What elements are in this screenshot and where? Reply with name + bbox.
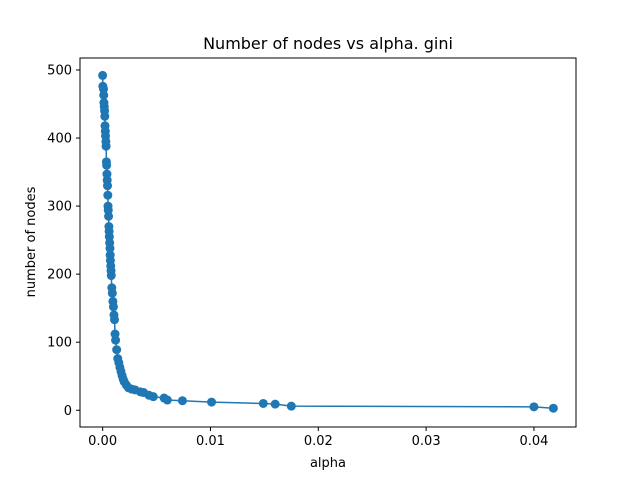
data-point — [111, 335, 121, 345]
x-tick-label: 0.04 — [519, 434, 548, 449]
data-point — [548, 403, 558, 413]
chart-title: Number of nodes vs alpha. gini — [203, 34, 453, 53]
y-tick-label: 0 — [64, 404, 72, 419]
plot-area — [98, 70, 558, 413]
data-point — [101, 141, 111, 151]
y-tick-label: 300 — [47, 200, 72, 215]
data-point — [162, 395, 172, 405]
data-point — [106, 271, 116, 281]
data-point — [103, 190, 113, 200]
data-point — [103, 181, 112, 191]
data-point — [102, 160, 112, 170]
x-tick-label: 0.02 — [304, 434, 333, 449]
data-point — [529, 402, 539, 412]
data-point — [100, 111, 110, 121]
data-point — [258, 398, 268, 408]
data-point — [112, 345, 122, 355]
x-tick-label: 0.00 — [88, 434, 117, 449]
y-tick-label: 500 — [47, 63, 72, 78]
data-point — [108, 302, 118, 312]
data-point — [286, 401, 296, 411]
y-tick-label: 200 — [47, 268, 72, 283]
plot-frame — [79, 57, 577, 428]
x-axis-label: alpha — [310, 456, 346, 471]
series-line — [101, 75, 554, 409]
data-point — [270, 399, 280, 409]
data-point — [110, 315, 119, 325]
data-point — [148, 392, 158, 402]
x-tick-label: 0.03 — [412, 434, 441, 449]
x-axis: 0.00 0.01 0.02 0.03 0.04 — [88, 427, 548, 449]
data-point — [99, 90, 109, 100]
data-point — [107, 288, 117, 298]
data-point — [207, 397, 217, 407]
data-point — [98, 70, 108, 80]
y-axis-label: number of nodes — [24, 186, 39, 297]
x-tick-label: 0.01 — [196, 434, 225, 449]
y-axis: 0 100 200 300 400 500 — [47, 63, 80, 419]
y-tick-label: 400 — [47, 132, 72, 147]
data-point — [104, 211, 114, 221]
data-point — [105, 243, 115, 253]
y-tick-label: 100 — [47, 336, 72, 351]
data-point — [177, 396, 187, 406]
